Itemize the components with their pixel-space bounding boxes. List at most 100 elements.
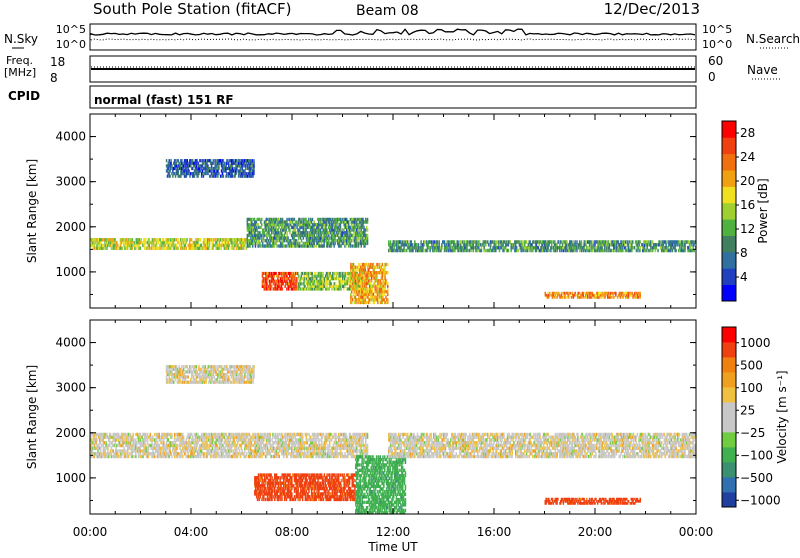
colorbar-segment [722, 268, 736, 285]
data-cell [346, 272, 348, 275]
nsky-line [91, 29, 695, 35]
data-cell [258, 226, 260, 229]
data-cell [301, 239, 303, 242]
colorbar-segment [722, 154, 736, 171]
data-cell [311, 272, 313, 275]
y-tick-label: 1000 [55, 265, 86, 279]
data-cell [591, 240, 593, 243]
data-cell [516, 246, 518, 249]
data-cell [575, 294, 577, 297]
data-cell [387, 271, 389, 274]
data-cell [367, 234, 369, 237]
colorbar-tick-label: 20 [740, 174, 755, 188]
data-cell [218, 172, 220, 175]
nave-tick-bottom: 0 [708, 70, 716, 84]
freq-label-line2: [MHz] [4, 66, 36, 79]
data-cell [150, 433, 152, 436]
data-cell [424, 240, 426, 243]
data-cell [639, 240, 641, 243]
data-cell [152, 436, 154, 439]
data-cell [174, 238, 176, 241]
nsky-label: N.Sky [4, 32, 38, 46]
data-cell [387, 298, 389, 301]
data-cell [329, 236, 331, 239]
data-cell [302, 272, 304, 275]
date-label: 12/Dec/2013 [604, 0, 700, 18]
data-cell [337, 272, 339, 275]
data-cell [204, 452, 206, 455]
data-cell [177, 247, 179, 250]
colorbar-tick-label: 8 [740, 246, 748, 260]
data-cell [203, 159, 205, 162]
data-cell [615, 292, 617, 295]
data-cell [431, 240, 433, 243]
colorbar-tick-label: 16 [740, 198, 755, 212]
data-cell [585, 240, 587, 243]
data-cell [460, 240, 462, 243]
data-cell [213, 238, 215, 241]
data-cell [103, 244, 105, 247]
data-cell [602, 249, 604, 252]
data-cell [659, 240, 661, 243]
data-cell [207, 444, 209, 447]
data-cell [355, 266, 357, 269]
colorbar-tick-label: 4 [740, 270, 748, 284]
cpid-value: normal (fast) 151 RF [94, 93, 234, 107]
data-cell [176, 238, 178, 241]
nave-tick-top: 60 [708, 54, 723, 68]
data-cell [96, 438, 98, 441]
data-cell [533, 240, 535, 243]
data-cell [351, 239, 353, 242]
data-cell [301, 282, 303, 285]
data-cell [188, 169, 190, 172]
data-cell [387, 282, 389, 285]
power-data [90, 159, 697, 304]
data-cell [423, 249, 425, 252]
data-cell [133, 455, 135, 458]
data-cell [261, 223, 263, 226]
nsearch-tick-top: 10^5 [702, 23, 732, 36]
data-cell [263, 272, 265, 275]
data-cell [219, 455, 221, 458]
data-cell [289, 228, 291, 231]
nsearch-line [91, 39, 695, 40]
data-cell [286, 272, 288, 275]
data-cell [182, 455, 184, 458]
data-cell [387, 263, 389, 266]
data-cell [174, 433, 176, 436]
data-cell [197, 433, 199, 436]
data-cell [122, 247, 124, 250]
colorbar-tick-label: 12 [740, 222, 755, 236]
data-cell [385, 263, 387, 266]
data-cell [220, 238, 222, 241]
data-cell [656, 243, 658, 246]
data-cell [287, 236, 289, 239]
data-cell [518, 249, 520, 252]
data-cell [367, 218, 369, 221]
data-cell [213, 244, 215, 247]
data-cell [576, 240, 578, 243]
data-cell [522, 240, 524, 243]
data-cell [390, 240, 392, 243]
data-cell [485, 249, 487, 252]
data-cell [279, 272, 281, 275]
data-cell [333, 218, 335, 221]
data-cell [215, 159, 217, 162]
data-cell [467, 240, 469, 243]
velocity-data [90, 365, 697, 514]
data-cell [154, 433, 156, 436]
data-cell [128, 433, 129, 436]
data-cell [609, 243, 611, 246]
nsky-tick-bottom: 10^0 [56, 38, 86, 51]
data-cell [260, 244, 262, 247]
colorbar-segment [722, 203, 736, 220]
colorbar-segment [722, 186, 736, 203]
colorbar-segment [722, 285, 736, 302]
colorbar-segment [722, 252, 736, 269]
data-cell [581, 240, 583, 243]
data-cell [282, 287, 284, 290]
data-cell [648, 249, 650, 252]
colorbar-tick-label: 28 [740, 126, 755, 140]
data-cell [367, 228, 369, 231]
